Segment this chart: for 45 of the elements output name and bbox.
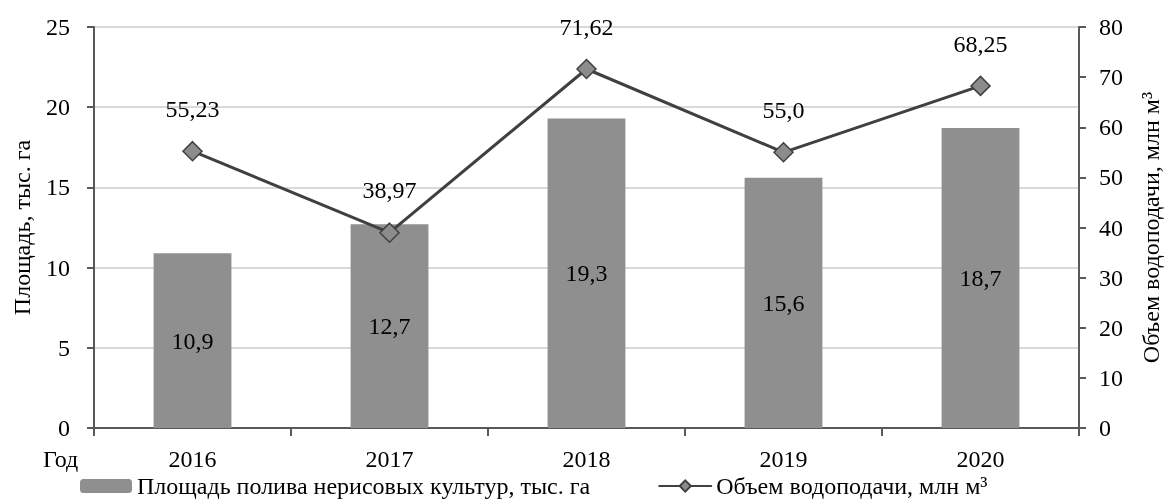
y-tick-label: 20 — [46, 94, 70, 121]
bar — [744, 177, 823, 428]
data-label: 19,3 — [565, 260, 608, 287]
legend-label: Площадь полива нерисовых культур, тыс. га — [137, 473, 591, 499]
y2-tick-label: 20 — [1099, 314, 1123, 341]
y2-tick-label: 0 — [1099, 415, 1111, 441]
data-label: 18,7 — [959, 265, 1002, 292]
y-tick-label: 0 — [58, 415, 70, 441]
y-axis-title: Площадь, тыс. га — [9, 139, 35, 316]
x-tick-label: 2020 — [956, 446, 1005, 472]
legend-label: Объем водоподачи, млн м³ — [716, 473, 988, 499]
x-tick-label: 2017 — [365, 446, 414, 472]
bar — [153, 253, 232, 428]
data-label: 55,0 — [762, 97, 805, 124]
y2-tick-label: 80 — [1099, 14, 1123, 40]
y2-tick-label: 50 — [1099, 164, 1123, 191]
point — [182, 140, 203, 162]
y-tick-label: 25 — [46, 14, 70, 40]
bar — [941, 128, 1020, 428]
point — [970, 75, 991, 97]
bar — [547, 118, 626, 428]
data-label: 10,9 — [171, 327, 214, 354]
data-label: 55,23 — [165, 95, 220, 122]
x-tick-label: 2016 — [168, 446, 217, 472]
data-label: 15,6 — [762, 289, 805, 316]
y-tick-label: 5 — [58, 334, 70, 361]
data-label: 71,62 — [559, 13, 614, 40]
y2-tick-label: 60 — [1099, 114, 1123, 141]
bar — [350, 224, 429, 428]
point — [379, 222, 400, 243]
y2-tick-label: 70 — [1099, 64, 1123, 91]
x-axis-title: Год — [43, 446, 79, 472]
x-tick-label: 2018 — [562, 446, 611, 472]
point — [576, 58, 597, 80]
point — [773, 142, 794, 163]
y2-tick-label: 30 — [1099, 264, 1123, 291]
data-label: 12,7 — [368, 313, 411, 340]
y-tick-label: 15 — [46, 174, 70, 201]
y2-tick-label: 10 — [1099, 364, 1123, 391]
y2-tick-label: 40 — [1099, 214, 1123, 241]
x-tick-label: 2019 — [759, 446, 808, 472]
data-label: 68,25 — [953, 30, 1008, 57]
y2-axis-title: Объем водоподачи, млн м³ — [1138, 91, 1164, 364]
data-label: 38,97 — [362, 177, 417, 204]
y-tick-label: 10 — [46, 254, 70, 281]
